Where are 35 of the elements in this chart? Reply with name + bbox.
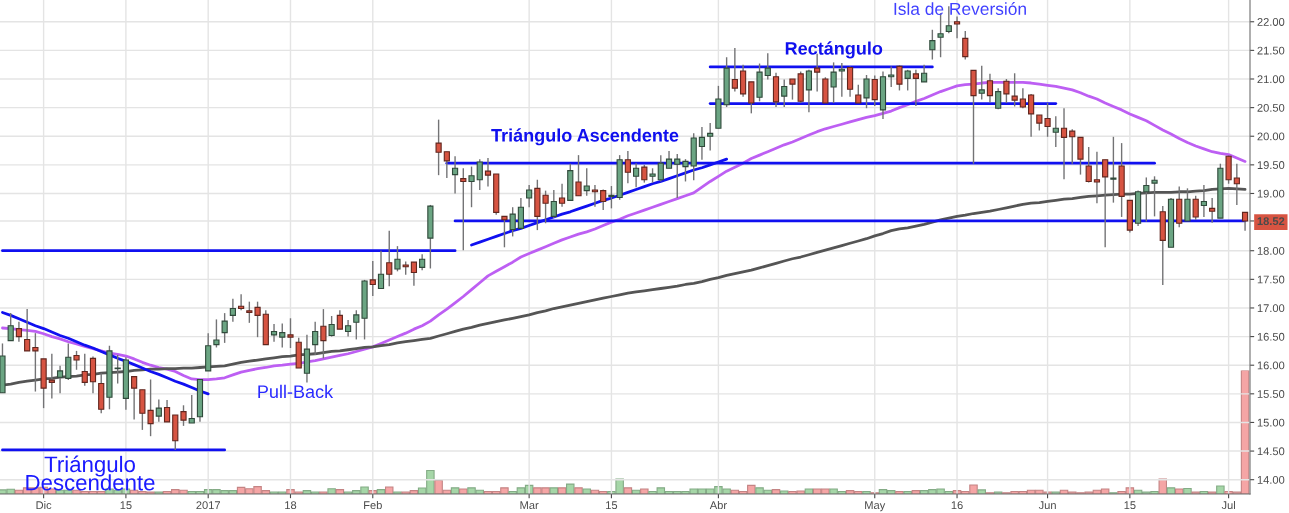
y-tick-label: 16.50 (1257, 332, 1285, 341)
y-tick-label: 14.50 (1257, 447, 1285, 456)
x-tick-label: Mar (520, 501, 539, 510)
y-tick-label: 17.50 (1257, 275, 1285, 284)
y-tick-label: 16.00 (1257, 361, 1285, 370)
y-tick-label: 22.00 (1257, 18, 1285, 26)
x-tick-label: 15 (120, 501, 132, 510)
y-tick-label: 15.00 (1257, 418, 1285, 427)
y-tick-label: 20.50 (1257, 103, 1285, 112)
x-tick-label: Jul (1221, 500, 1235, 510)
x-tick-label: 2017 (196, 501, 220, 510)
y-tick-label: 15.50 (1257, 390, 1285, 398)
y-tick-label: 21.00 (1257, 75, 1285, 84)
annotation: Rectángulo (785, 41, 883, 59)
x-tick-label: Feb (364, 500, 382, 510)
y-tick-label: 17.00 (1257, 304, 1285, 313)
y-tick-label: 18.00 (1257, 246, 1285, 255)
y-tick-label: 19.50 (1257, 161, 1285, 169)
annotation: Triángulo Descendente (26, 455, 155, 491)
y-tick-label: 18.52 (1257, 217, 1285, 226)
y-tick-label: 14.00 (1257, 475, 1285, 484)
y-tick-label: 21.50 (1257, 46, 1285, 55)
x-tick-label: May (865, 501, 886, 512)
y-tick-label: 19.00 (1257, 189, 1285, 198)
x-tick-label: 18 (285, 501, 297, 510)
x-tick-label: 15 (1124, 501, 1136, 510)
x-tick-label: Abr (709, 500, 727, 510)
annotation: Triángulo Ascendente (491, 128, 679, 146)
annotation: Isla de Reversión (894, 2, 1026, 16)
annotation: Pull-Back (258, 384, 334, 399)
x-tick-label: Dic (36, 500, 52, 510)
x-tick-label: Jun (1038, 501, 1056, 510)
x-tick-label: 16 (951, 501, 963, 510)
x-tick-label: 15 (606, 501, 618, 510)
y-tick-label: 20.00 (1257, 132, 1285, 141)
